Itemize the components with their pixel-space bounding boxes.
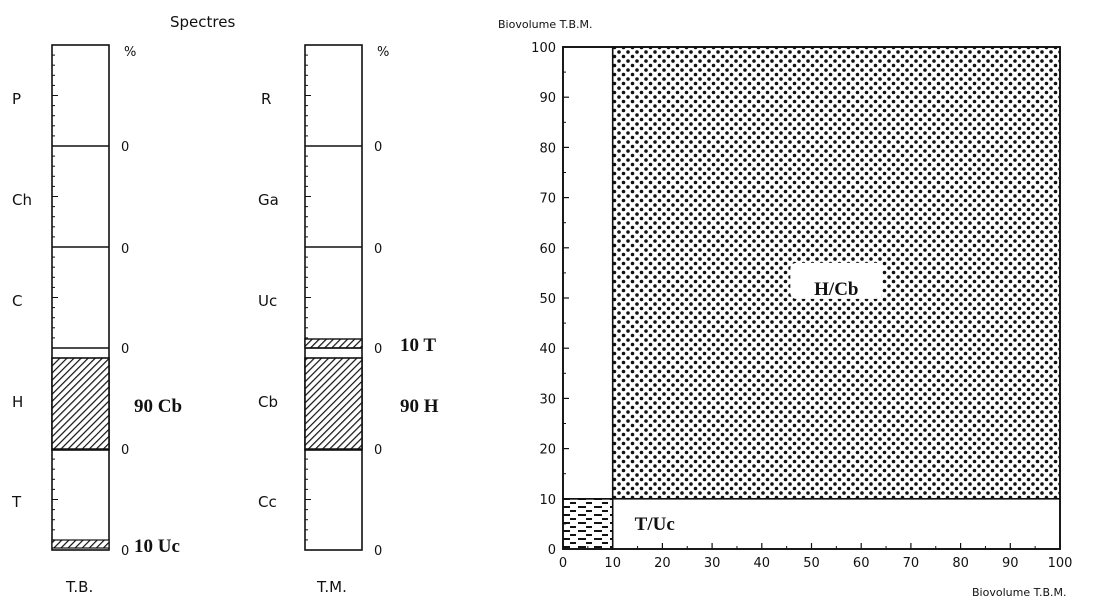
y-tick-label: 90: [539, 91, 556, 106]
x-tick-label: 40: [754, 556, 771, 571]
tm-zero-3: 0: [374, 342, 382, 357]
tm-column: % 0 0 0 0 0 R Ga Uc Cb Cc 10 T 90 H T.M.: [258, 44, 439, 596]
spectres-title: Spectres: [170, 13, 235, 31]
tb-zero-2: 0: [121, 242, 129, 257]
x-tick-label: 10: [604, 556, 621, 571]
tm-zero-5: 0: [374, 544, 382, 559]
region-3: [562, 46, 614, 500]
tb-class-h: H: [12, 393, 23, 411]
tb-class-t: T: [11, 493, 22, 511]
y-tick-label: 20: [539, 443, 556, 458]
tm-bar-frame: [304, 44, 363, 551]
region-1: [611, 497, 1061, 550]
y-tick-label: 50: [539, 292, 556, 307]
tb-annotation-10uc: 10 Uc: [134, 536, 180, 557]
x-tick-label: 60: [853, 556, 870, 571]
tm-annotation-10t: 10 T: [400, 335, 436, 356]
tb-percent-label: %: [124, 45, 136, 60]
tm-class-ga: Ga: [258, 191, 279, 209]
tm-zero-2: 0: [374, 242, 382, 257]
tb-class-ch: Ch: [12, 191, 32, 209]
tb-bar-frame: [51, 44, 110, 551]
tb-fill-t: [51, 539, 110, 549]
y-tick-label: 10: [539, 493, 556, 508]
tb-zero-4: 0: [121, 443, 129, 458]
y-tick-label: 40: [539, 342, 556, 357]
biovolume-chart: 0 10 20 30 40 50 60 70 80 90 100 0 10 20 30 40 50 60 70 80…: [498, 18, 1072, 599]
x-tick-label: 30: [704, 556, 721, 571]
x-axis-label: Biovolume T.B.M.: [972, 586, 1067, 599]
tm-class-uc: Uc: [258, 292, 277, 310]
tb-zero-5: 0: [121, 544, 129, 559]
tb-column: % 0 0 0 0 0 P Ch C H T 90 Cb 10 Uc T.B.: [11, 44, 182, 596]
region-labels: H/Cb T/Uc: [635, 262, 883, 535]
y-tick-label: 70: [539, 192, 556, 207]
region-2: [562, 497, 614, 550]
y-tick-label: 80: [539, 141, 556, 156]
region-label: H/Cb: [814, 279, 858, 300]
x-axis: 0 10 20 30 40 50 60 70 80 90 100: [559, 543, 1073, 571]
tm-class-cb: Cb: [258, 393, 278, 411]
x-tick-label: 0: [559, 556, 567, 571]
x-tick-label: 50: [803, 556, 820, 571]
tb-annotation-90cb: 90 Cb: [134, 396, 182, 417]
x-tick-label: 20: [654, 556, 671, 571]
tm-zero-4: 0: [374, 443, 382, 458]
tb-fill-h: [51, 357, 110, 451]
y-tick-label: 60: [539, 242, 556, 257]
y-tick-label: 30: [539, 392, 556, 407]
y-axis: 0 10 20 30 40 50 60 70 80 90 100: [531, 41, 569, 558]
tm-fill-uc: [304, 338, 363, 349]
tm-class-cc: Cc: [258, 493, 277, 511]
y-tick-label: 100: [531, 41, 556, 56]
y-tick-label: 0: [548, 543, 556, 558]
tm-annotation-90h: 90 H: [400, 396, 439, 417]
tb-zero-1: 0: [121, 140, 129, 155]
tb-class-c: C: [12, 292, 22, 310]
tm-zero-1: 0: [374, 140, 382, 155]
x-tick-label: 90: [1002, 556, 1019, 571]
chart-regions: [562, 46, 1061, 550]
tm-caption: T.M.: [316, 578, 347, 596]
tm-ticks: [305, 44, 311, 551]
x-tick-label: 80: [952, 556, 969, 571]
region-label-bg: [790, 262, 883, 299]
x-tick-label: 70: [903, 556, 920, 571]
tb-ticks: [52, 44, 58, 551]
y-axis-label: Biovolume T.B.M.: [498, 18, 593, 31]
region-label: T/Uc: [635, 514, 675, 535]
tm-fill-cb: [304, 357, 363, 451]
tb-zero-3: 0: [121, 342, 129, 357]
tm-percent-label: %: [377, 45, 389, 60]
tb-caption: T.B.: [65, 578, 93, 596]
x-tick-label: 100: [1048, 556, 1073, 571]
tm-class-r: R: [261, 90, 271, 108]
tb-class-p: P: [12, 90, 21, 108]
